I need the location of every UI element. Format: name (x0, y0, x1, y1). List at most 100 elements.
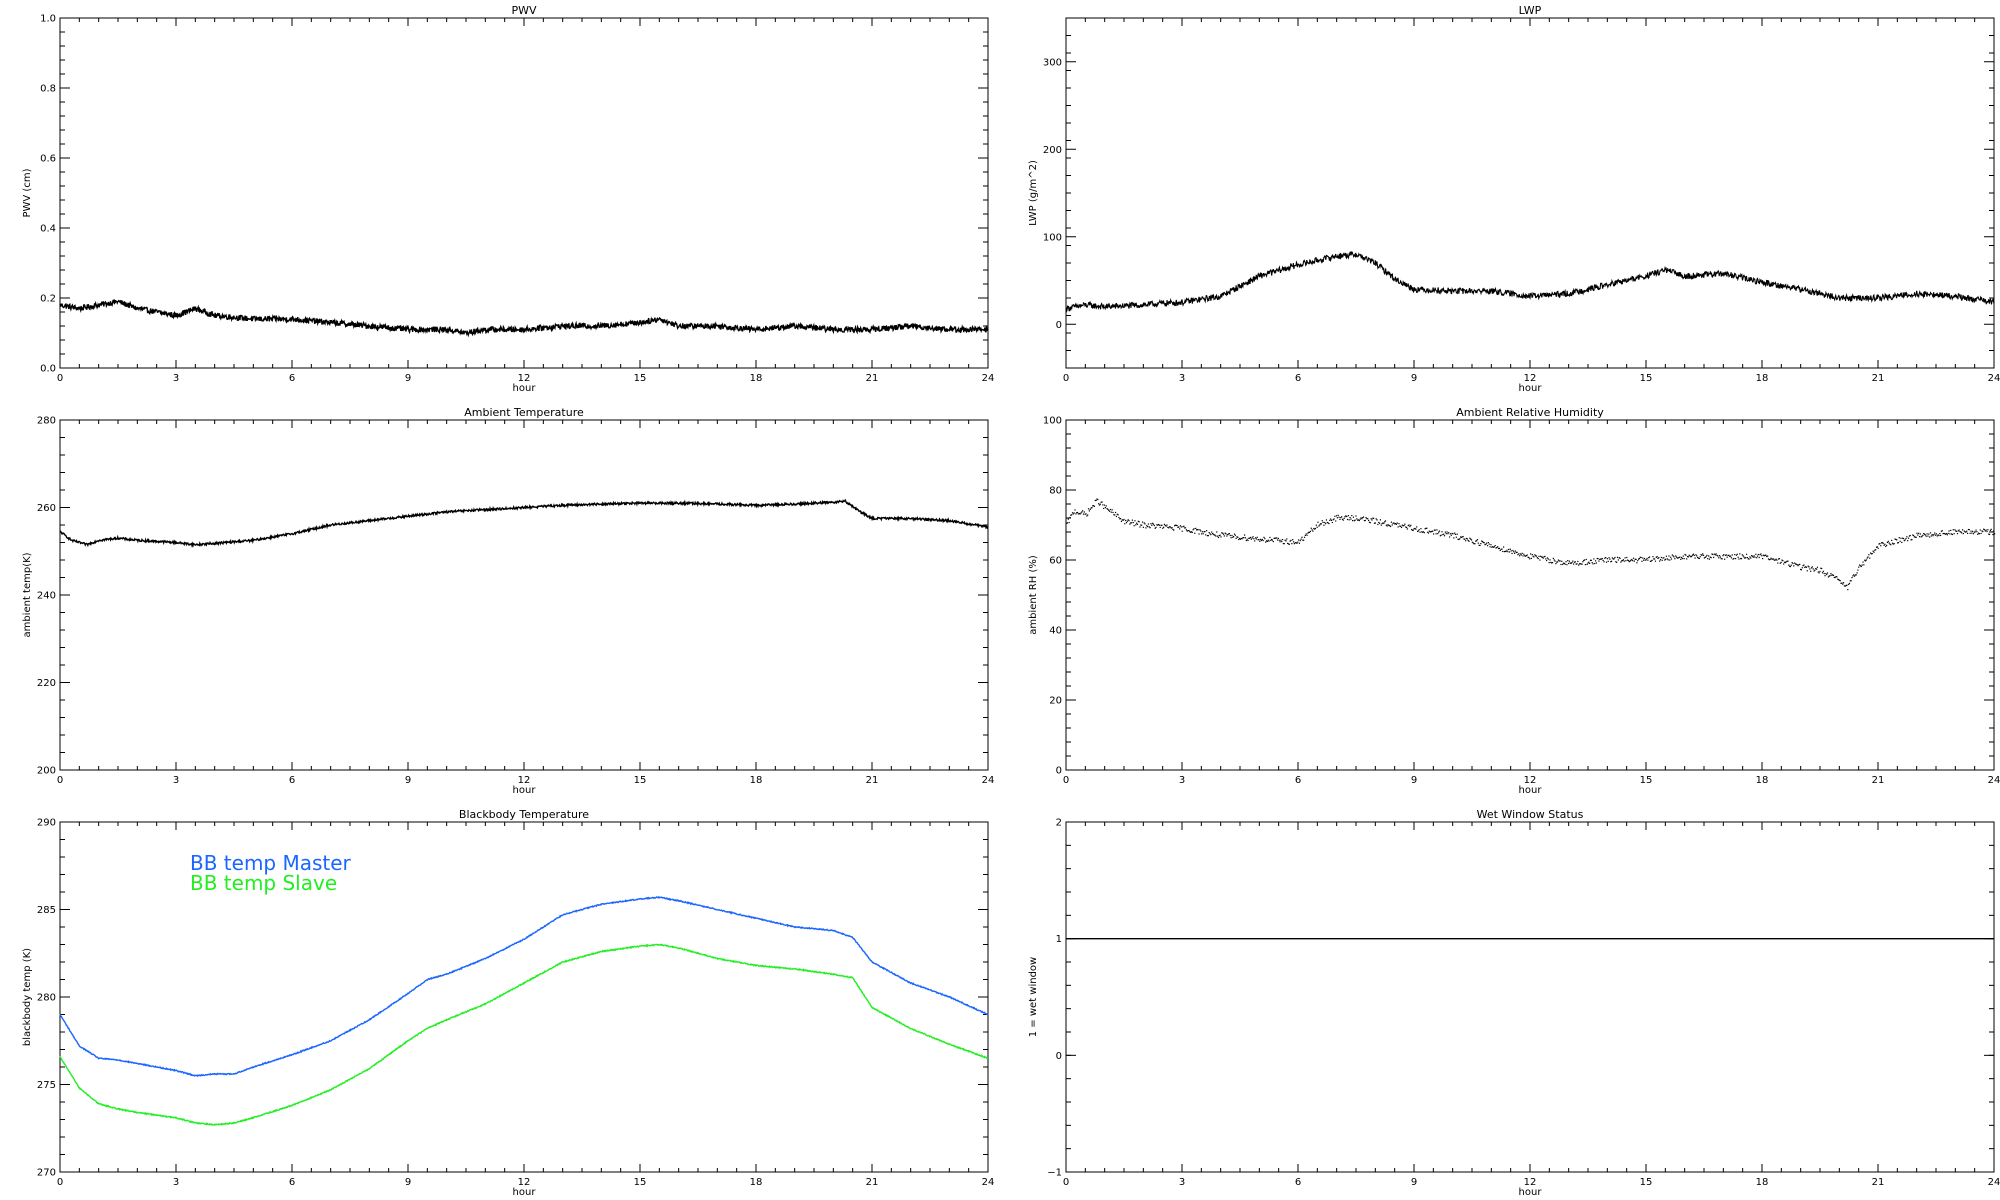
data-point (1631, 558, 1633, 561)
data-point (1242, 537, 1244, 539)
data-point (1931, 533, 1933, 536)
data-point (1182, 526, 1184, 528)
data-point (1101, 501, 1103, 503)
data-point (1782, 560, 1784, 562)
data-point (1736, 553, 1738, 555)
data-point (1727, 554, 1729, 556)
data-point (1176, 524, 1178, 527)
data-point (1396, 522, 1398, 524)
data-point (1498, 547, 1500, 549)
data-point (1913, 536, 1916, 538)
data-point (1477, 542, 1479, 544)
data-point (1564, 563, 1566, 565)
data-point (1780, 561, 1782, 564)
data-point (1916, 532, 1918, 534)
data-point (1137, 520, 1139, 522)
data-point (1241, 538, 1243, 540)
data-point (1956, 532, 1959, 535)
data-point (1227, 533, 1229, 536)
x-tick-label: 9 (1411, 775, 1417, 786)
data-point (1259, 540, 1261, 542)
x-tick-label: 12 (1524, 373, 1537, 384)
data-point (1883, 544, 1885, 546)
data-point (1886, 541, 1889, 543)
data-point (1837, 578, 1839, 580)
data-point (1529, 558, 1531, 560)
data-point (1708, 555, 1710, 557)
data-point (1740, 558, 1743, 560)
x-tick-label: 6 (1295, 775, 1301, 786)
data-point (1551, 562, 1553, 564)
data-point (1706, 554, 1708, 556)
data-point (1226, 535, 1228, 537)
data-point (1244, 537, 1247, 539)
data-point (1413, 528, 1415, 530)
y-tick-label: 1.0 (40, 14, 56, 25)
data-point (1090, 507, 1092, 509)
data-point (1240, 537, 1242, 540)
data-point (1603, 561, 1605, 563)
data-point (1487, 541, 1490, 544)
data-point (1431, 530, 1433, 532)
data-point (1866, 557, 1868, 559)
data-point (1560, 563, 1562, 566)
data-point (1607, 560, 1609, 562)
data-point (1724, 558, 1726, 560)
data-point (1252, 536, 1254, 538)
x-tick-label: 12 (518, 373, 531, 384)
data-point (1718, 557, 1720, 559)
data-point (1189, 531, 1191, 533)
data-point (1321, 520, 1323, 522)
y-axis-label: ambient temp(K) (22, 552, 33, 637)
data-point (1170, 527, 1172, 529)
data-point (1738, 558, 1740, 560)
data-point (1936, 535, 1938, 537)
data-point (1330, 519, 1333, 521)
data-point (1982, 530, 1984, 533)
data-point (1975, 529, 1977, 531)
data-point (1546, 559, 1548, 562)
data-point (1157, 523, 1160, 526)
data-point (1400, 526, 1403, 529)
data-point (1942, 533, 1944, 535)
data-point (1712, 553, 1714, 556)
data-point (1615, 561, 1617, 563)
data-point (1149, 527, 1151, 529)
data-point (1902, 537, 1904, 539)
data-point (1476, 540, 1478, 542)
y-tick-label: 300 (1043, 57, 1062, 68)
data-point (1672, 555, 1674, 557)
data-point (1407, 524, 1409, 527)
data-point (1354, 519, 1356, 521)
data-point (1660, 556, 1662, 559)
plot-title: PWV (511, 4, 537, 17)
data-point (1929, 536, 1931, 538)
data-point (1578, 563, 1581, 565)
data-point (1745, 553, 1748, 555)
data-point (1779, 562, 1781, 564)
y-tick-label: 280 (37, 993, 56, 1004)
data-point (1862, 561, 1864, 563)
data-point (1875, 546, 1878, 548)
data-point (1882, 542, 1884, 544)
data-point (1922, 534, 1924, 536)
data-point (1066, 522, 1069, 524)
data-point (1790, 564, 1792, 566)
data-point (1606, 558, 1608, 560)
data-point (1810, 570, 1812, 572)
data-point (1211, 531, 1213, 533)
data-point (1420, 528, 1422, 530)
data-point (1642, 557, 1644, 559)
plot-frame (1065, 17, 1995, 369)
data-point (1971, 532, 1973, 534)
data-point (1357, 519, 1359, 521)
data-point (1165, 525, 1167, 527)
data-point (1585, 558, 1587, 561)
data-point (1664, 559, 1666, 561)
data-point (1767, 555, 1769, 557)
data-point (1574, 561, 1576, 563)
data-point (1522, 555, 1524, 557)
data-point (1880, 542, 1883, 544)
data-point (1356, 518, 1358, 520)
data-point (1509, 548, 1511, 550)
